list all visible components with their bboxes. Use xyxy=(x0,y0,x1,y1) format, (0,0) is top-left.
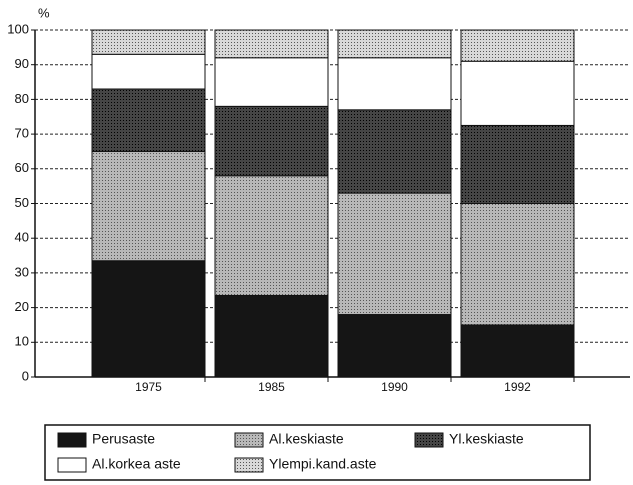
bar-segment xyxy=(337,109,452,194)
y-tick-label: 0 xyxy=(22,368,29,383)
bar-segment xyxy=(91,88,206,152)
legend-box xyxy=(44,424,591,481)
legend-label: Ylempi.kand.aste xyxy=(269,456,377,472)
bar-segment xyxy=(214,105,329,177)
bar-segment xyxy=(337,57,452,111)
bar-segment xyxy=(91,260,206,378)
legend-label: Al.korkea aste xyxy=(92,456,181,472)
bar-segment xyxy=(337,314,452,378)
bar-segment xyxy=(460,124,575,204)
bar-segment xyxy=(91,29,206,55)
x-tick-label: 1985 xyxy=(258,380,285,394)
y-tick-label: 70 xyxy=(15,126,29,141)
bar-segment xyxy=(91,150,206,262)
x-tick-label: 1990 xyxy=(381,380,408,394)
legend-swatch xyxy=(234,432,264,448)
y-tick-label: 90 xyxy=(15,56,29,71)
x-tick-label: 1992 xyxy=(504,380,531,394)
legend-label: Al.keskiaste xyxy=(269,431,344,447)
bar-segment xyxy=(460,324,575,378)
bar-segment xyxy=(460,60,575,126)
bar-segment xyxy=(91,53,206,90)
x-tick-label: 1975 xyxy=(135,380,162,394)
bar-segment xyxy=(214,294,329,378)
legend-label: Yl.keskiaste xyxy=(449,431,524,447)
y-tick-label: 10 xyxy=(15,334,29,349)
bar-segment xyxy=(214,29,329,59)
y-tick-label: 80 xyxy=(15,91,29,106)
legend-swatch xyxy=(57,432,87,448)
y-tick-label: 100 xyxy=(7,21,29,36)
legend-swatch xyxy=(57,457,87,473)
legend-swatch xyxy=(234,457,264,473)
y-tick-label: 20 xyxy=(15,299,29,314)
legend-swatch xyxy=(414,432,444,448)
legend-label: Perusaste xyxy=(92,431,155,447)
bar-segment xyxy=(214,175,329,296)
y-axis-label: % xyxy=(38,5,50,20)
bar-segment xyxy=(460,203,575,326)
bar-segment xyxy=(337,192,452,316)
y-tick-label: 40 xyxy=(15,230,29,245)
bar-segment xyxy=(460,29,575,62)
bar-segment xyxy=(337,29,452,59)
y-tick-label: 30 xyxy=(15,264,29,279)
y-tick-label: 50 xyxy=(15,195,29,210)
y-tick-label: 60 xyxy=(15,160,29,175)
bar-segment xyxy=(214,57,329,107)
